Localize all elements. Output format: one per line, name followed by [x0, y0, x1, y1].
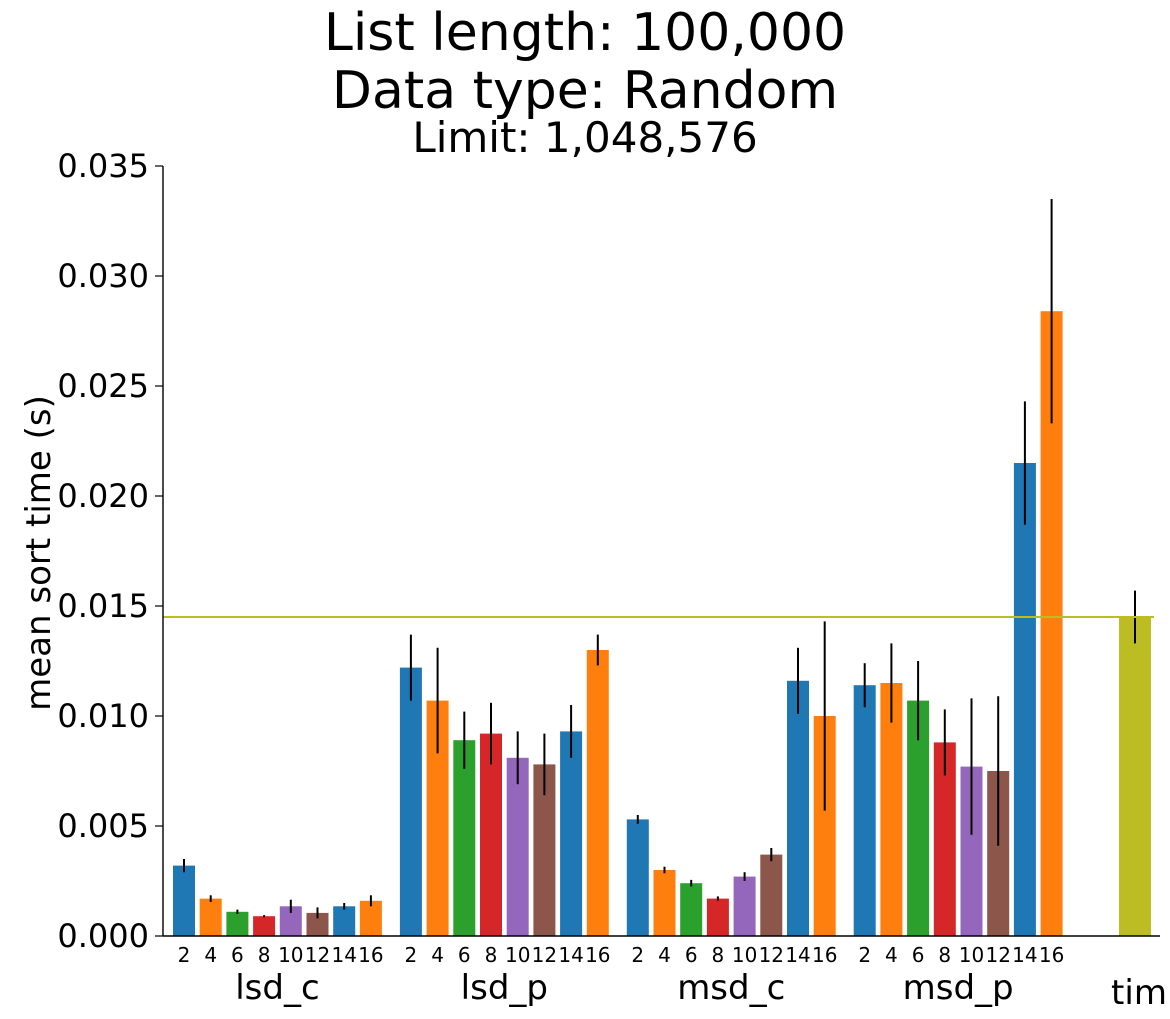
x-tick-label: 4 — [658, 943, 671, 967]
x-tick-label: 4 — [885, 943, 898, 967]
x-tick-label: 14 — [785, 943, 810, 967]
group-label: lsd_p — [461, 968, 548, 1008]
bar — [1013, 463, 1036, 936]
bar — [560, 731, 583, 936]
x-tick-label: 6 — [458, 943, 471, 967]
x-tick-label: 8 — [712, 943, 725, 967]
group-label-tim: tim — [1111, 973, 1167, 1013]
bar — [787, 680, 809, 936]
x-tick-label: 2 — [405, 943, 418, 967]
x-tick-label: 12 — [985, 943, 1010, 967]
bar — [1040, 311, 1063, 936]
bar — [680, 883, 703, 936]
x-tick-label: 14 — [331, 943, 356, 967]
x-tick-label: 16 — [358, 943, 383, 967]
y-tick-label: 0.000 — [57, 917, 149, 955]
bar — [359, 900, 382, 936]
bar — [907, 700, 930, 936]
x-tick-label: 16 — [1039, 943, 1064, 967]
chart-title-line-2: Data type: Random — [332, 61, 838, 121]
bar — [453, 740, 476, 936]
x-tick-label: 8 — [938, 943, 951, 967]
x-tick-label: 2 — [858, 943, 871, 967]
bar — [226, 911, 249, 936]
y-tick-label: 0.005 — [57, 807, 149, 845]
bar — [306, 912, 329, 936]
bar — [880, 683, 903, 936]
x-tick-label: 8 — [258, 943, 271, 967]
group-label: msd_c — [677, 968, 785, 1008]
x-tick-label: 12 — [532, 943, 557, 967]
y-tick-label: 0.030 — [57, 257, 149, 295]
y-tick-label: 0.035 — [57, 147, 149, 185]
bar — [279, 906, 302, 936]
chart-subtitle: Limit: 1,048,576 — [412, 113, 757, 162]
y-tick-label: 0.015 — [57, 587, 149, 625]
bar — [333, 906, 356, 936]
bar — [586, 650, 609, 936]
x-tick-label: 16 — [585, 943, 610, 967]
bar — [173, 865, 195, 936]
x-tick-label: 12 — [305, 943, 330, 967]
y-tick-label: 0.020 — [57, 477, 149, 515]
y-axis-label: mean sort time (s) — [19, 395, 59, 711]
bar — [506, 757, 529, 936]
x-tick-label: 14 — [1012, 943, 1037, 967]
x-tick-label: 6 — [912, 943, 925, 967]
x-tick-label: 16 — [812, 943, 837, 967]
x-tick-label: 2 — [631, 943, 644, 967]
bar — [653, 870, 676, 936]
bar-tim — [1119, 617, 1151, 936]
x-tick-label: 6 — [231, 943, 244, 967]
group-label: msd_p — [903, 968, 1014, 1008]
bar — [480, 733, 502, 936]
chart-title-line-1: List length: 100,000 — [324, 3, 846, 63]
bar — [399, 667, 422, 936]
y-tick-label: 0.010 — [57, 697, 149, 735]
group-label: lsd_c — [235, 968, 319, 1008]
x-tick-label: 4 — [204, 943, 217, 967]
bar — [933, 742, 956, 936]
bar — [199, 898, 222, 936]
bar — [533, 764, 556, 936]
bar — [706, 898, 729, 936]
x-tick-label: 10 — [505, 943, 530, 967]
bar — [626, 819, 649, 936]
x-tick-label: 10 — [732, 943, 757, 967]
bar — [853, 685, 876, 936]
bar — [733, 876, 756, 936]
bar — [253, 916, 276, 936]
x-tick-label: 12 — [759, 943, 784, 967]
bar — [813, 716, 836, 936]
x-tick-label: 10 — [959, 943, 984, 967]
x-tick-label: 8 — [485, 943, 498, 967]
x-tick-label: 2 — [178, 943, 191, 967]
bar — [960, 766, 983, 936]
x-tick-label: 4 — [431, 943, 444, 967]
x-tick-label: 6 — [685, 943, 698, 967]
y-tick-label: 0.025 — [57, 367, 149, 405]
bar — [987, 771, 1010, 936]
bar — [760, 854, 783, 936]
bar — [426, 700, 449, 936]
x-tick-label: 14 — [558, 943, 583, 967]
plot-area: 0.000 0.005 0.010 0.015 0.020 0.025 0.030 0.035… — [57, 147, 1167, 1013]
x-tick-label: 10 — [278, 943, 303, 967]
